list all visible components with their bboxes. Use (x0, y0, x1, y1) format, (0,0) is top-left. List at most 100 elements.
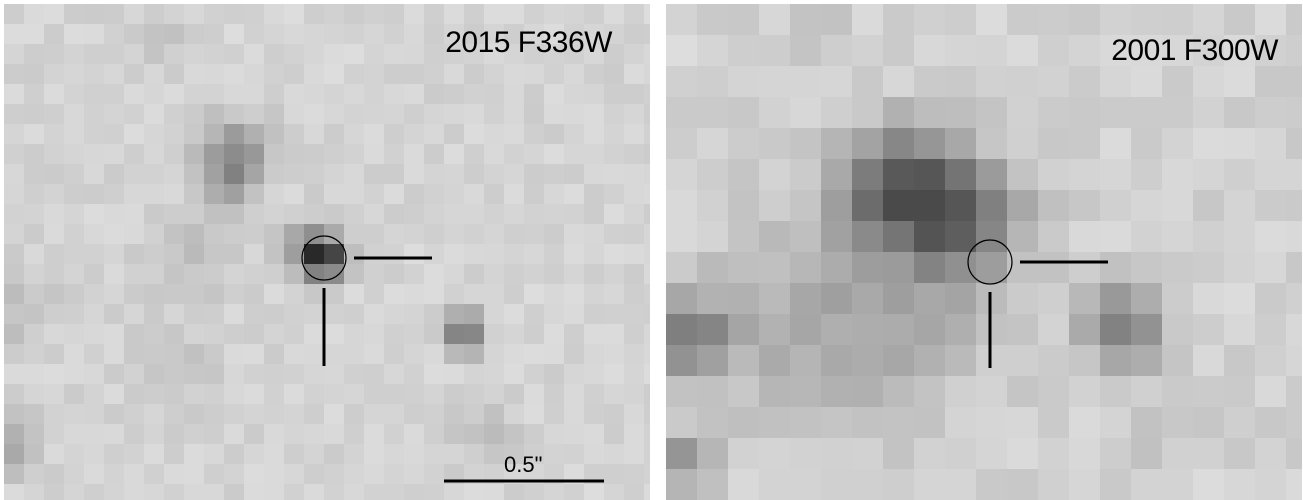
image-pixel (184, 84, 205, 105)
image-pixel (524, 44, 545, 65)
image-pixel (44, 44, 65, 65)
image-pixel (484, 404, 505, 425)
image-pixel (524, 84, 545, 105)
image-pixel (644, 464, 650, 485)
image-pixel (244, 124, 265, 145)
image-pixel (224, 224, 245, 245)
image-pixel (697, 190, 729, 222)
image-pixel (204, 384, 225, 405)
image-pixel (344, 84, 365, 105)
image-pixel (1193, 66, 1225, 98)
image-pixel (852, 128, 884, 160)
image-pixel (1286, 128, 1302, 160)
image-pixel (64, 44, 85, 65)
image-pixel (821, 221, 853, 253)
image-pixel (504, 324, 525, 345)
image-pixel (1100, 407, 1132, 439)
image-pixel (44, 124, 65, 145)
image-pixel (1069, 469, 1101, 500)
image-pixel (914, 345, 946, 377)
image-panel-2001-f300w: 2001 F300W (666, 4, 1302, 500)
image-pixel (604, 384, 625, 405)
image-pixel (124, 204, 145, 225)
image-pixel (304, 4, 325, 25)
image-pixel (1038, 128, 1070, 160)
image-pixel (1069, 376, 1101, 408)
image-pixel (424, 64, 445, 85)
image-pixel (364, 24, 385, 45)
image-pixel (384, 384, 405, 405)
image-pixel (384, 464, 405, 485)
image-pixel (424, 264, 445, 285)
image-pixel (1131, 159, 1163, 191)
image-pixel (124, 224, 145, 245)
image-pixel (604, 224, 625, 245)
image-pixel (284, 184, 305, 205)
image-pixel (424, 124, 445, 145)
image-pixel (524, 4, 545, 25)
image-pixel (1193, 283, 1225, 315)
image-pixel (624, 64, 645, 85)
image-pixel (504, 104, 525, 125)
image-pixel (284, 464, 305, 485)
image-pixel (24, 444, 45, 465)
image-pixel (1224, 66, 1256, 98)
image-pixel (344, 344, 365, 365)
image-pixel (759, 376, 791, 408)
image-pixel (1100, 190, 1132, 222)
image-pixel (304, 344, 325, 365)
image-pixel (759, 469, 791, 500)
image-pixel (1131, 407, 1163, 439)
image-pixel (624, 464, 645, 485)
image-pixel (1069, 314, 1101, 346)
image-pixel (1007, 66, 1039, 98)
image-pixel (914, 469, 946, 500)
image-pixel (1100, 221, 1132, 253)
image-pixel (124, 184, 145, 205)
image-pixel (524, 184, 545, 205)
image-pixel (1286, 345, 1302, 377)
image-pixel (384, 184, 405, 205)
image-pixel (1162, 190, 1194, 222)
image-pixel (284, 124, 305, 145)
image-pixel (304, 364, 325, 385)
image-pixel (84, 464, 105, 485)
image-pixel (444, 424, 465, 445)
image-pixel (790, 97, 822, 129)
image-pixel (524, 344, 545, 365)
image-pixel (584, 464, 605, 485)
image-pixel (484, 464, 505, 485)
image-pixel (1100, 438, 1132, 470)
image-pixel (364, 184, 385, 205)
image-pixel (404, 384, 425, 405)
image-pixel (164, 304, 185, 325)
image-pixel (344, 324, 365, 345)
image-pixel (644, 484, 650, 500)
image-pixel (504, 444, 525, 465)
image-pixel (124, 264, 145, 285)
image-pixel (184, 124, 205, 145)
image-pixel (1038, 4, 1070, 36)
image-pixel (184, 184, 205, 205)
image-pixel (790, 66, 822, 98)
image-pixel (1069, 35, 1101, 67)
image-pixel (1069, 128, 1101, 160)
image-pixel (524, 464, 545, 485)
image-pixel (344, 444, 365, 465)
image-pixel (44, 104, 65, 125)
image-pixel (184, 324, 205, 345)
image-pixel (84, 404, 105, 425)
image-pixel (1162, 252, 1194, 284)
image-pixel (1286, 221, 1302, 253)
image-pixel (424, 44, 445, 65)
image-pixel (344, 304, 365, 325)
image-pixel (424, 204, 445, 225)
image-pixel (164, 404, 185, 425)
image-pixel (644, 324, 650, 345)
image-pixel (544, 144, 565, 165)
image-pixel (821, 35, 853, 67)
image-pixel (914, 438, 946, 470)
image-pixel (624, 224, 645, 245)
image-pixel (544, 344, 565, 365)
image-pixel (84, 364, 105, 385)
